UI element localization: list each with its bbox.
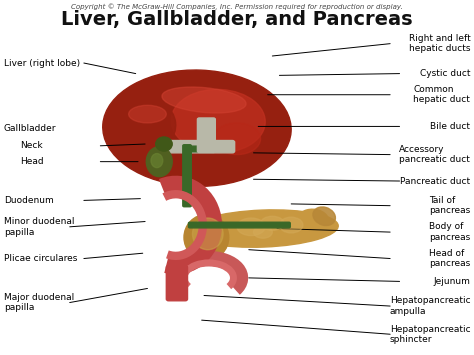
FancyBboxPatch shape — [166, 141, 235, 153]
FancyBboxPatch shape — [187, 146, 214, 152]
Text: Bile duct: Bile duct — [430, 122, 470, 131]
Ellipse shape — [156, 137, 172, 151]
FancyBboxPatch shape — [183, 145, 191, 207]
FancyBboxPatch shape — [197, 118, 215, 153]
Text: Neck: Neck — [20, 141, 43, 150]
Text: Jejunum: Jejunum — [433, 277, 470, 286]
Ellipse shape — [184, 214, 229, 260]
Text: Liver (right lobe): Liver (right lobe) — [4, 59, 80, 67]
Ellipse shape — [103, 70, 291, 186]
Ellipse shape — [296, 209, 329, 234]
Text: Minor duodenal
papilla: Minor duodenal papilla — [4, 217, 74, 236]
Text: Gallbladder: Gallbladder — [4, 124, 56, 133]
Text: Hepatopancreatic
sphincter: Hepatopancreatic sphincter — [390, 324, 470, 344]
Ellipse shape — [192, 218, 223, 250]
Text: Liver, Gallbladder, and Pancreas: Liver, Gallbladder, and Pancreas — [61, 10, 413, 29]
Text: Right and left
hepatic ducts: Right and left hepatic ducts — [409, 34, 470, 53]
Text: Tail of
pancreas: Tail of pancreas — [429, 196, 470, 215]
Ellipse shape — [261, 216, 284, 230]
Ellipse shape — [128, 105, 166, 123]
Ellipse shape — [254, 226, 273, 238]
Ellipse shape — [213, 123, 261, 155]
Ellipse shape — [188, 210, 338, 247]
Ellipse shape — [313, 207, 336, 225]
Text: Copyright © The McGraw-Hill Companies, Inc. Permission required for reproduction: Copyright © The McGraw-Hill Companies, I… — [71, 3, 403, 10]
Text: Head of
pancreas: Head of pancreas — [429, 249, 470, 268]
Text: Common
hepatic duct: Common hepatic duct — [413, 85, 470, 104]
FancyBboxPatch shape — [189, 222, 290, 228]
Text: Hepatopancreatic
ampulla: Hepatopancreatic ampulla — [390, 296, 470, 316]
Text: Pancreatic duct: Pancreatic duct — [400, 176, 470, 186]
Text: Cystic duct: Cystic duct — [420, 69, 470, 78]
Ellipse shape — [151, 154, 163, 168]
Ellipse shape — [146, 147, 172, 177]
Text: Head: Head — [20, 157, 44, 166]
Text: Duodenum: Duodenum — [4, 196, 54, 205]
Text: Plicae circulares: Plicae circulares — [4, 254, 77, 263]
Ellipse shape — [279, 217, 303, 233]
Ellipse shape — [171, 89, 265, 153]
Ellipse shape — [237, 218, 265, 236]
Text: Major duodenal
papilla: Major duodenal papilla — [4, 293, 74, 312]
Ellipse shape — [162, 87, 246, 113]
Text: Body of
pancreas: Body of pancreas — [429, 222, 470, 242]
Ellipse shape — [110, 97, 176, 153]
Text: Accessory
pancreatic duct: Accessory pancreatic duct — [400, 145, 470, 164]
FancyBboxPatch shape — [166, 266, 188, 301]
